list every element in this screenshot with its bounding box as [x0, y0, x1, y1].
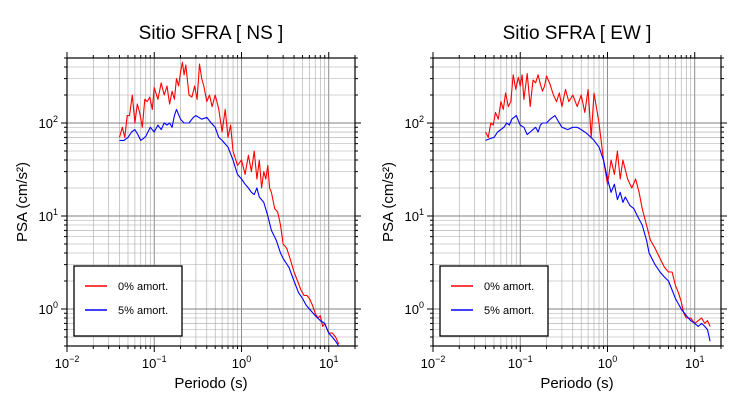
- tick-marks: [61, 52, 361, 352]
- chart-panel-1: 10−2 10−1 100 101 100 101 102 Sitio SFRA [ NS ]…: [14, 23, 361, 392]
- legend-label: 0% amort.: [484, 281, 534, 293]
- y-axis-label: PSA (cm/s²): [14, 162, 31, 242]
- legend-label: 5% amort.: [118, 305, 168, 317]
- legend-box: [73, 265, 183, 337]
- x-axis-label: Periodo (s): [174, 375, 247, 392]
- series-line-damping-0: [118, 61, 340, 345]
- y-tick-label: 101: [39, 207, 58, 224]
- legend-label: 0% amort.: [118, 281, 168, 293]
- x-tick-label: 10−1: [142, 354, 167, 371]
- chart-panel-2: 10−2 10−1 100 101 100 101 102 Sitio SFRA [ EW ]…: [380, 23, 727, 392]
- x-tick-label: 10−2: [55, 354, 80, 371]
- y-tick-label: 101: [405, 207, 424, 224]
- plot-frame: [66, 57, 356, 347]
- legend: 0% amort. 5% amort.: [73, 265, 183, 337]
- x-tick-label: 10−2: [421, 354, 446, 371]
- x-tick-label: 101: [319, 354, 338, 371]
- chart-title: Sitio SFRA [ EW ]: [503, 23, 652, 44]
- y-tick-label: 102: [39, 114, 58, 131]
- chart-title: Sitio SFRA [ NS ]: [139, 23, 284, 44]
- y-axis-label: PSA (cm/s²): [380, 162, 397, 242]
- y-tick-label: 100: [405, 300, 424, 317]
- series-line-damping-0: [485, 73, 711, 327]
- legend: 0% amort. 5% amort.: [439, 265, 549, 337]
- series-line-damping-5: [119, 108, 340, 346]
- plot-frame: [432, 57, 722, 347]
- x-axis-label: Periodo (s): [540, 375, 613, 392]
- x-tick-label: 100: [598, 354, 617, 371]
- legend-label: 5% amort.: [484, 305, 534, 317]
- y-tick-label: 100: [39, 300, 58, 317]
- x-tick-label: 101: [685, 354, 704, 371]
- series-line-damping-5: [485, 115, 711, 342]
- legend-box: [439, 265, 549, 337]
- x-tick-label: 10−1: [508, 354, 533, 371]
- tick-marks: [427, 52, 727, 352]
- series-group: [485, 73, 711, 342]
- series-group: [118, 61, 340, 346]
- y-tick-label: 102: [405, 114, 424, 131]
- x-tick-label: 100: [232, 354, 251, 371]
